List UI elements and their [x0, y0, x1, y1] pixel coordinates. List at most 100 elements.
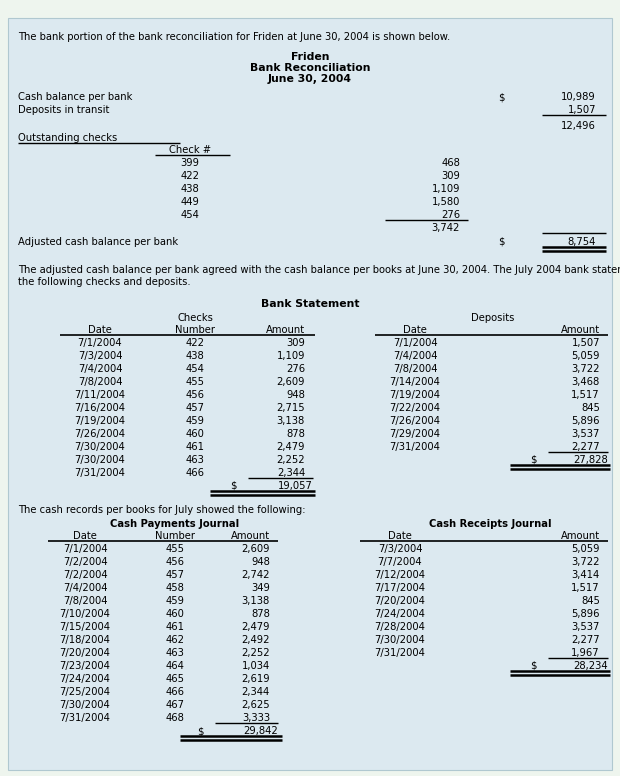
Text: 468: 468	[441, 158, 460, 168]
Text: 7/23/2004: 7/23/2004	[60, 661, 110, 671]
Text: 461: 461	[166, 622, 185, 632]
Text: 2,277: 2,277	[572, 442, 600, 452]
Text: 7/4/2004: 7/4/2004	[63, 583, 107, 593]
Text: 7/29/2004: 7/29/2004	[389, 429, 440, 439]
Text: 878: 878	[286, 429, 305, 439]
Text: 459: 459	[166, 596, 185, 606]
Text: Date: Date	[403, 325, 427, 335]
Text: 7/17/2004: 7/17/2004	[374, 583, 425, 593]
Text: 7/11/2004: 7/11/2004	[74, 390, 125, 400]
Text: 7/2/2004: 7/2/2004	[63, 557, 107, 567]
Text: 7/4/2004: 7/4/2004	[78, 364, 122, 374]
Text: 458: 458	[166, 583, 184, 593]
Text: 7/24/2004: 7/24/2004	[374, 609, 425, 619]
Text: 3,537: 3,537	[572, 622, 600, 632]
Text: 2,344: 2,344	[277, 468, 305, 478]
Text: 7/15/2004: 7/15/2004	[60, 622, 110, 632]
Text: $: $	[198, 726, 204, 736]
Text: Number: Number	[155, 531, 195, 541]
Text: 3,138: 3,138	[277, 416, 305, 426]
Text: 19,057: 19,057	[278, 481, 313, 491]
Text: 948: 948	[251, 557, 270, 567]
Text: 1,517: 1,517	[572, 583, 600, 593]
Text: $: $	[498, 237, 505, 247]
Text: 3,537: 3,537	[572, 429, 600, 439]
Text: 3,138: 3,138	[242, 596, 270, 606]
Text: Cash Receipts Journal: Cash Receipts Journal	[429, 519, 551, 529]
Text: 7/20/2004: 7/20/2004	[374, 596, 425, 606]
Text: 422: 422	[185, 338, 205, 348]
Text: 276: 276	[441, 210, 460, 220]
Text: 7/24/2004: 7/24/2004	[60, 674, 110, 684]
Text: 1,034: 1,034	[242, 661, 270, 671]
Text: 2,715: 2,715	[277, 403, 305, 413]
Text: 422: 422	[180, 171, 200, 181]
Text: 466: 466	[166, 687, 185, 697]
Text: 2,619: 2,619	[241, 674, 270, 684]
Text: 3,722: 3,722	[572, 364, 600, 374]
Text: 449: 449	[180, 197, 200, 207]
Text: $: $	[531, 661, 537, 671]
Text: 457: 457	[166, 570, 185, 580]
Text: 455: 455	[185, 377, 205, 387]
Text: 438: 438	[185, 351, 205, 361]
Text: 309: 309	[441, 171, 460, 181]
Text: The adjusted cash balance per bank agreed with the cash balance per books at Jun: The adjusted cash balance per bank agree…	[18, 265, 620, 275]
Text: Bank Statement: Bank Statement	[261, 299, 359, 309]
Text: Deposits: Deposits	[471, 313, 515, 323]
Text: 7/8/2004: 7/8/2004	[78, 377, 122, 387]
Text: Date: Date	[73, 531, 97, 541]
Text: Bank Reconciliation: Bank Reconciliation	[250, 63, 370, 73]
Text: 460: 460	[185, 429, 205, 439]
Text: 2,252: 2,252	[277, 455, 305, 465]
Text: 457: 457	[185, 403, 205, 413]
Text: 465: 465	[166, 674, 185, 684]
Text: 460: 460	[166, 609, 184, 619]
Text: 454: 454	[185, 364, 205, 374]
Text: 7/7/2004: 7/7/2004	[378, 557, 422, 567]
Text: 2,252: 2,252	[241, 648, 270, 658]
Text: 399: 399	[180, 158, 200, 168]
Text: 7/30/2004: 7/30/2004	[74, 455, 125, 465]
Text: 2,625: 2,625	[241, 700, 270, 710]
Text: 7/31/2004: 7/31/2004	[389, 442, 440, 452]
Text: The bank portion of the bank reconciliation for Friden at June 30, 2004 is shown: The bank portion of the bank reconciliat…	[18, 32, 450, 42]
Text: 349: 349	[251, 583, 270, 593]
Text: 1,580: 1,580	[432, 197, 460, 207]
Text: 2,479: 2,479	[242, 622, 270, 632]
Text: 5,896: 5,896	[572, 609, 600, 619]
FancyBboxPatch shape	[8, 18, 612, 770]
Text: 466: 466	[185, 468, 205, 478]
Text: 456: 456	[185, 390, 205, 400]
Text: 8,754: 8,754	[568, 237, 596, 247]
Text: 438: 438	[180, 184, 200, 194]
Text: 1,967: 1,967	[572, 648, 600, 658]
Text: 10,989: 10,989	[561, 92, 596, 102]
Text: 7/14/2004: 7/14/2004	[389, 377, 440, 387]
Text: 1,109: 1,109	[277, 351, 305, 361]
Text: 464: 464	[166, 661, 184, 671]
Text: Checks: Checks	[177, 313, 213, 323]
Text: Date: Date	[388, 531, 412, 541]
Text: 7/20/2004: 7/20/2004	[60, 648, 110, 658]
Text: 7/26/2004: 7/26/2004	[389, 416, 440, 426]
Text: 878: 878	[251, 609, 270, 619]
Text: Date: Date	[88, 325, 112, 335]
Text: 468: 468	[166, 713, 184, 723]
Text: 7/8/2004: 7/8/2004	[392, 364, 437, 374]
Text: 7/25/2004: 7/25/2004	[60, 687, 110, 697]
Text: 459: 459	[185, 416, 205, 426]
Text: 456: 456	[166, 557, 185, 567]
Text: 5,059: 5,059	[572, 544, 600, 554]
Text: 309: 309	[286, 338, 305, 348]
Text: 7/31/2004: 7/31/2004	[74, 468, 125, 478]
Text: Check #: Check #	[169, 145, 211, 155]
Text: 28,234: 28,234	[574, 661, 608, 671]
Text: 1,507: 1,507	[567, 105, 596, 115]
Text: 845: 845	[581, 403, 600, 413]
Text: 7/1/2004: 7/1/2004	[392, 338, 437, 348]
Text: 2,609: 2,609	[277, 377, 305, 387]
Text: Outstanding checks: Outstanding checks	[18, 133, 117, 143]
Text: 7/8/2004: 7/8/2004	[63, 596, 107, 606]
Text: 454: 454	[180, 210, 200, 220]
